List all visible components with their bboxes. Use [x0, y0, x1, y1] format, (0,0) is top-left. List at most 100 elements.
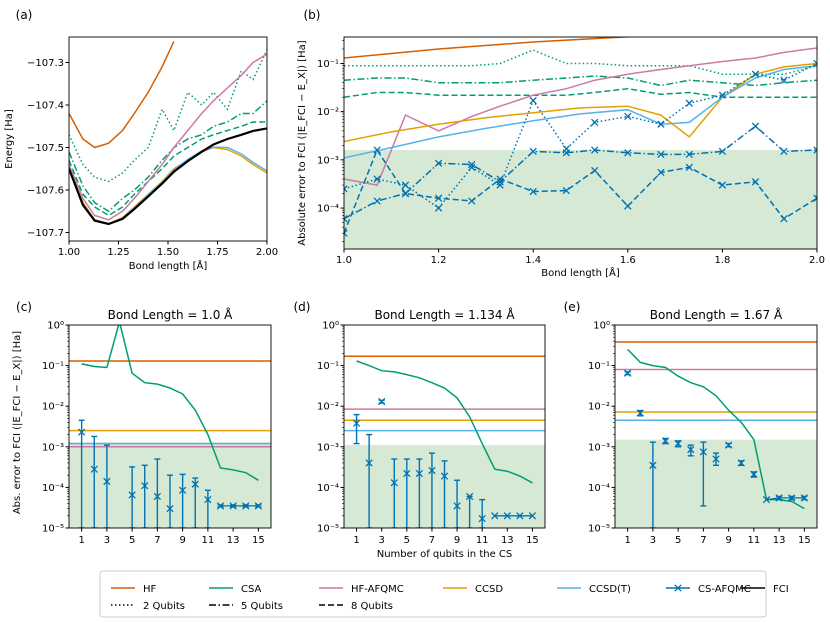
e-csa-line [627, 348, 805, 510]
panel-e: 1 3 5 7 9 11 13 1510⁻⁵10⁻⁴10⁻³10⁻²10⁻¹10⁰(e)Bon… [564, 300, 818, 546]
e-ytick-label: 10⁻⁵ [588, 524, 610, 535]
a-ytick-label: −107.4 [27, 101, 64, 112]
e-xtick-label: 1 [624, 535, 630, 546]
legend-item-fci: FCI [741, 584, 789, 595]
c-xtick-label: 11 [202, 535, 215, 546]
a-series-fci [69, 127, 267, 226]
b-series-cs-afqmc-2-qubits-point [344, 185, 348, 193]
legend-item-8-qubits: 8 Qubits [319, 601, 393, 612]
e-ytick-label: 10⁻² [588, 402, 610, 413]
b-plot-area [344, 37, 817, 249]
e-xtick-label: 5 [675, 535, 681, 546]
a-frame [68, 36, 268, 242]
b-ylabel: Absolute error to FCI (|E_FCI − E_X|) [H… [297, 40, 308, 246]
d-cs-afqmc-point [428, 466, 436, 475]
b-series-cs-afqmc-8-qubits-point [401, 189, 410, 198]
d-xtick-label: 5 [404, 535, 410, 546]
legend-item-hf: HF [111, 584, 157, 595]
b-series-cs-afqmc-5-qubits-point [344, 215, 348, 223]
b-series-cs-afqmc-5-qubits [344, 125, 817, 220]
d-title: Bond Length = 1.134 Å [374, 307, 515, 322]
legend-item-2-qubits: 2 Qubits [111, 601, 185, 612]
legend-item-ccsd: CCSD [443, 584, 503, 595]
b-xtick-label: 1.8 [714, 255, 730, 266]
e-plot-area [615, 341, 817, 528]
d-ytick-label: 10⁻³ [317, 442, 339, 453]
a-series-ccsd-t- [69, 146, 267, 225]
c-xtick-label: 5 [129, 535, 135, 546]
c-cs-afqmc-point [77, 428, 86, 436]
b-series-ccsd [344, 62, 817, 143]
b-series-cs-afqmc-5-qubits-point [468, 160, 476, 169]
e-cs-afqmc-point [724, 441, 733, 449]
e-cs-afqmc-point [674, 439, 682, 448]
e-xtick-label: 9 [725, 535, 731, 546]
c-plot-area [69, 325, 271, 528]
c-csa-line [81, 325, 259, 481]
e-cs-afqmc-point [687, 446, 695, 454]
b-series-ccsd-t- [344, 64, 817, 159]
b-series-cs-afqmc-8-qubits-point [591, 166, 599, 175]
b-frame [343, 36, 818, 250]
e-cs-afqmc-point [649, 461, 657, 469]
b-series-cs-afqmc-5-qubits-point [657, 150, 665, 159]
c-cs-afqmc-point [90, 465, 98, 473]
b-series-cs-afqmc-2-qubits-point [434, 204, 443, 212]
b-series-cs-afqmc-8-qubits-point [685, 163, 693, 171]
a-ytick-label: −107.7 [27, 228, 64, 239]
legend: HF CSA HF-AFQMC CCSD CCSD(T) CS-AFQMC FCI 2 Qub… [99, 570, 789, 618]
e-ytick-label: 10⁻⁴ [588, 483, 610, 494]
d-xtick-label: 15 [526, 535, 539, 546]
b-ytick-label: 10⁻⁴ [317, 204, 339, 215]
d-ytick-label: 10⁻⁵ [317, 524, 339, 535]
b-series-cs-afqmc-5-qubits-point [373, 197, 381, 205]
c-cs-afqmc-point [141, 482, 149, 490]
b-xtick-label: 1.0 [336, 255, 352, 266]
e-cs-afqmc-point [737, 459, 745, 467]
e-cs-afqmc-tail-line [766, 497, 805, 501]
a-series-hf-afqmc [69, 53, 267, 221]
b-series-csa-2-qubits [344, 49, 817, 75]
b-series-cs-afqmc-8-qubits-point [813, 194, 817, 202]
a-ytick-label: −107.6 [27, 186, 64, 197]
legend-item-hf-afqmc: HF-AFQMC [319, 584, 404, 595]
e-cs-afqmc-point [750, 470, 758, 478]
c-ytick-label: 10⁻² [42, 402, 64, 413]
e-cs-afqmc-point [699, 448, 708, 456]
legend-item-fci-label: FCI [773, 584, 789, 595]
legend-item-cs-afqmc-label: CS-AFQMC [698, 584, 751, 595]
e-cs-afqmc-point [636, 409, 644, 417]
a-xtick-label: 1.25 [107, 247, 129, 258]
c-cs-afqmc-point [178, 486, 187, 494]
legend-box [99, 570, 767, 618]
b-series-cs-afqmc-2-qubits-point [751, 70, 760, 78]
d-xlabel: Number of qubits in the CS [377, 549, 513, 560]
b-series-cs-afqmc-8-qubits-point [780, 215, 788, 223]
b-series-cs-afqmc-2-qubits-point [685, 99, 693, 107]
e-xtick-label: 11 [748, 535, 761, 546]
d-cs-afqmc-point [390, 479, 398, 487]
b-series-csa-8-qubits [344, 87, 817, 98]
b-series-cs-afqmc-8-qubits-point [373, 146, 381, 154]
legend-item-ccsd-label: CCSD [475, 584, 503, 595]
a-xtick-label: 1.75 [206, 247, 228, 258]
c-ytick-label: 10⁻¹ [42, 361, 64, 372]
b-series-cs-afqmc-2-qubits-point [529, 96, 537, 105]
b-series-cs-afqmc-2-qubits-point [813, 59, 817, 68]
e-frame [614, 324, 818, 529]
c-ylabel: Abs. error to FCI (|E_FCI − E_X|) [Ha] [12, 331, 23, 514]
b-series-cs-afqmc-8-qubits-point [562, 186, 570, 195]
legend-item-ccsd-t-: CCSD(T) [557, 584, 631, 595]
d-xtick-label: 3 [379, 535, 385, 546]
b-series-cs-afqmc-5-qubits-point [813, 146, 817, 154]
b-series-cs-afqmc-2-qubits-point [496, 181, 504, 189]
legend-item-8-qubits-label: 8 Qubits [351, 601, 393, 612]
legend-item-2-qubits-label: 2 Qubits [143, 601, 185, 612]
d-ytick-label: 10⁻¹ [317, 361, 339, 372]
b-series-csa-5-qubits [344, 75, 817, 87]
b-series-cs-afqmc-2-qubits-point [373, 175, 381, 183]
b-series-cs-afqmc-8-qubits-point [434, 194, 443, 202]
b-series-cs-afqmc-5-qubits-point [718, 147, 727, 156]
c-frame [68, 324, 272, 529]
b-series-cs-afqmc-5-qubits-point [529, 147, 537, 156]
